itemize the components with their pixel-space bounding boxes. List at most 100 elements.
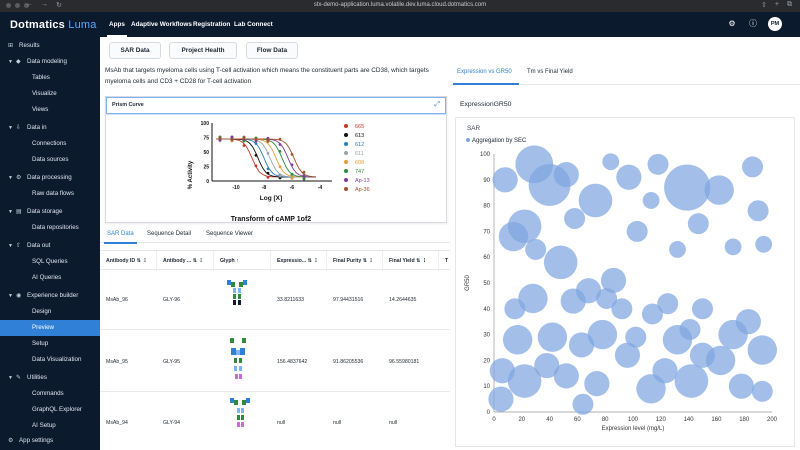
chart-legend[interactable]: Aggregation by SEC: [466, 138, 526, 144]
bubble-point[interactable]: [647, 153, 669, 175]
bubble-point[interactable]: [602, 153, 620, 171]
info-icon[interactable]: ⓘ: [749, 19, 757, 28]
sort-icon[interactable]: ⇅ ⋮: [416, 258, 428, 264]
bubble-point[interactable]: [728, 373, 755, 399]
flow-data-button[interactable]: Flow Data: [246, 42, 298, 59]
share-icon[interactable]: ⇧: [761, 2, 767, 9]
sidebar-item-graphql-explorer[interactable]: GraphQL Explorer: [0, 402, 100, 418]
forward-icon[interactable]: →: [41, 1, 48, 8]
table-row[interactable]: MsAb_95 GLY-95 156.4837642 91.86205536 9…: [100, 330, 450, 392]
bubble-point[interactable]: [657, 293, 679, 315]
settings-gear-icon[interactable]: ⚙: [728, 19, 736, 28]
user-avatar[interactable]: PM: [768, 17, 782, 31]
bubble-point[interactable]: [611, 298, 633, 320]
bubble-point[interactable]: [492, 167, 518, 193]
sort-arrow-icon[interactable]: ↑: [236, 258, 239, 264]
sidebar-item-views[interactable]: Views: [0, 102, 100, 118]
col-antibody[interactable]: Antibody ... ⇅ ⋮: [157, 251, 214, 271]
bubble-point[interactable]: [543, 245, 578, 280]
minimize-window-icon[interactable]: [15, 3, 20, 8]
bubble-point[interactable]: [600, 267, 627, 294]
bubble-point[interactable]: [578, 183, 613, 218]
col-final-yield[interactable]: Final Yield ⇅ ⋮: [383, 251, 439, 271]
sidebar-item-design[interactable]: Design: [0, 304, 100, 320]
nav-lab-connect[interactable]: Lab Connect: [234, 21, 273, 28]
sar-data-button[interactable]: SAR Data: [109, 42, 161, 59]
sidebar-section-experience-builder[interactable]: ▼ ◉ Experience builder: [0, 288, 100, 304]
project-health-button[interactable]: Project Health: [169, 42, 237, 59]
sidebar-item-visualize[interactable]: Visualize: [0, 86, 100, 102]
bubble-point[interactable]: [751, 380, 773, 402]
app-logo[interactable]: Dotmatics Luma: [10, 19, 97, 31]
bubble-point[interactable]: [507, 364, 542, 398]
bubble-point[interactable]: [614, 342, 641, 368]
sidebar-item-results[interactable]: ⊞ Results: [0, 38, 100, 54]
bubble-point[interactable]: [664, 164, 711, 211]
sidebar-item-tables[interactable]: Tables: [0, 70, 100, 86]
sidebar-item-preview[interactable]: Preview: [0, 320, 100, 336]
bubble-point[interactable]: [616, 164, 642, 190]
bubble-point[interactable]: [755, 235, 773, 253]
bubble-point[interactable]: [537, 322, 568, 352]
sidebar-item-data-visualization[interactable]: Data Visualization: [0, 352, 100, 368]
sidebar-section-data-modeling[interactable]: ▼ ◆ Data modeling: [0, 54, 100, 70]
bubble-point[interactable]: [518, 283, 548, 314]
tabs-icon[interactable]: ⧉: [787, 1, 792, 8]
bubble-point[interactable]: [747, 335, 777, 365]
bubble-point[interactable]: [642, 192, 660, 209]
sidebar-item-ai-queries[interactable]: AI Queries: [0, 270, 100, 286]
tab-tm-vs-final-yield[interactable]: Tm vs Final Yield: [527, 69, 573, 75]
sidebar-item-app-settings[interactable]: ⚙ App settings: [0, 433, 100, 449]
bubble-point[interactable]: [575, 278, 602, 304]
bubble-point[interactable]: [572, 393, 594, 415]
bubble-point[interactable]: [679, 318, 701, 340]
bubble-point[interactable]: [504, 298, 526, 320]
sidebar-item-ai-setup[interactable]: AI Setup: [0, 418, 100, 434]
bubble-point[interactable]: [553, 363, 579, 389]
sort-icon[interactable]: ⇅ ⋮: [307, 258, 319, 264]
bubble-point[interactable]: [704, 175, 734, 205]
bubble-point[interactable]: [626, 220, 648, 242]
sidebar-section-data-out[interactable]: ▼ ⇧ Data out: [0, 238, 100, 254]
bubble-point[interactable]: [502, 325, 533, 355]
table-row[interactable]: MsAb_94 GLY-94 null null null: [100, 392, 450, 450]
tab-sequence-viewer[interactable]: Sequence Viewer: [206, 231, 253, 237]
bubble-point[interactable]: [568, 332, 595, 358]
back-icon[interactable]: ←: [26, 1, 33, 8]
sidebar-item-data-repositories[interactable]: Data repositories: [0, 220, 100, 236]
close-window-icon[interactable]: [6, 3, 11, 8]
new-tab-icon[interactable]: +: [774, 1, 779, 8]
bubble-point[interactable]: [553, 162, 579, 188]
bubble-point[interactable]: [525, 238, 547, 260]
bubble-point[interactable]: [641, 303, 663, 325]
bubble-point[interactable]: [674, 364, 709, 398]
bubble-point[interactable]: [534, 352, 560, 379]
expand-icon[interactable]: ⤢: [434, 101, 440, 108]
bubble-point[interactable]: [742, 156, 764, 178]
tab-expression-vs-gr50[interactable]: Expression vs GR50: [457, 69, 512, 75]
sidebar-section-utilities[interactable]: ▼ ✎ Utilities: [0, 370, 100, 386]
address-bar[interactable]: stx-demo-application.luma.volatile.dev.l…: [313, 2, 487, 8]
sidebar-item-raw-data-flows[interactable]: Raw data flows: [0, 186, 100, 202]
col-antibody-id[interactable]: Antibody ID ⇅ ⋮: [100, 251, 157, 271]
sidebar-item-connections[interactable]: Connections: [0, 136, 100, 152]
col-more[interactable]: T: [445, 258, 449, 264]
bubble-point[interactable]: [498, 221, 529, 252]
sidebar-item-sql-queries[interactable]: SQL Queries: [0, 254, 100, 270]
sidebar-section-data-storage[interactable]: ▼ ▤ Data storage: [0, 204, 100, 220]
window-controls[interactable]: [6, 3, 29, 8]
bubble-point[interactable]: [735, 309, 761, 335]
bubble-scatter-plot[interactable]: 0 10 20 30 40 50 60 70 80 90 100 0 20 40 60 80 100 120 140…: [456, 118, 794, 446]
bubble-point[interactable]: [596, 287, 618, 309]
nav-adaptive-workflows[interactable]: Adaptive Workflows: [131, 21, 192, 28]
bubble-point[interactable]: [584, 371, 610, 397]
bubble-point[interactable]: [564, 208, 586, 229]
col-expression[interactable]: Expressio... ⇅ ⋮: [271, 251, 327, 271]
tab-sequence-detail[interactable]: Sequence Detail: [147, 231, 192, 237]
tab-sar-data[interactable]: SAR Data: [104, 231, 137, 244]
sort-icon[interactable]: ⇅ ⋮: [362, 258, 374, 264]
bubble-point[interactable]: [587, 319, 618, 350]
nav-apps[interactable]: Apps: [107, 12, 127, 37]
sidebar-section-data-in[interactable]: ▼ ⇩ Data in: [0, 120, 100, 136]
maximize-window-icon[interactable]: [24, 3, 29, 8]
